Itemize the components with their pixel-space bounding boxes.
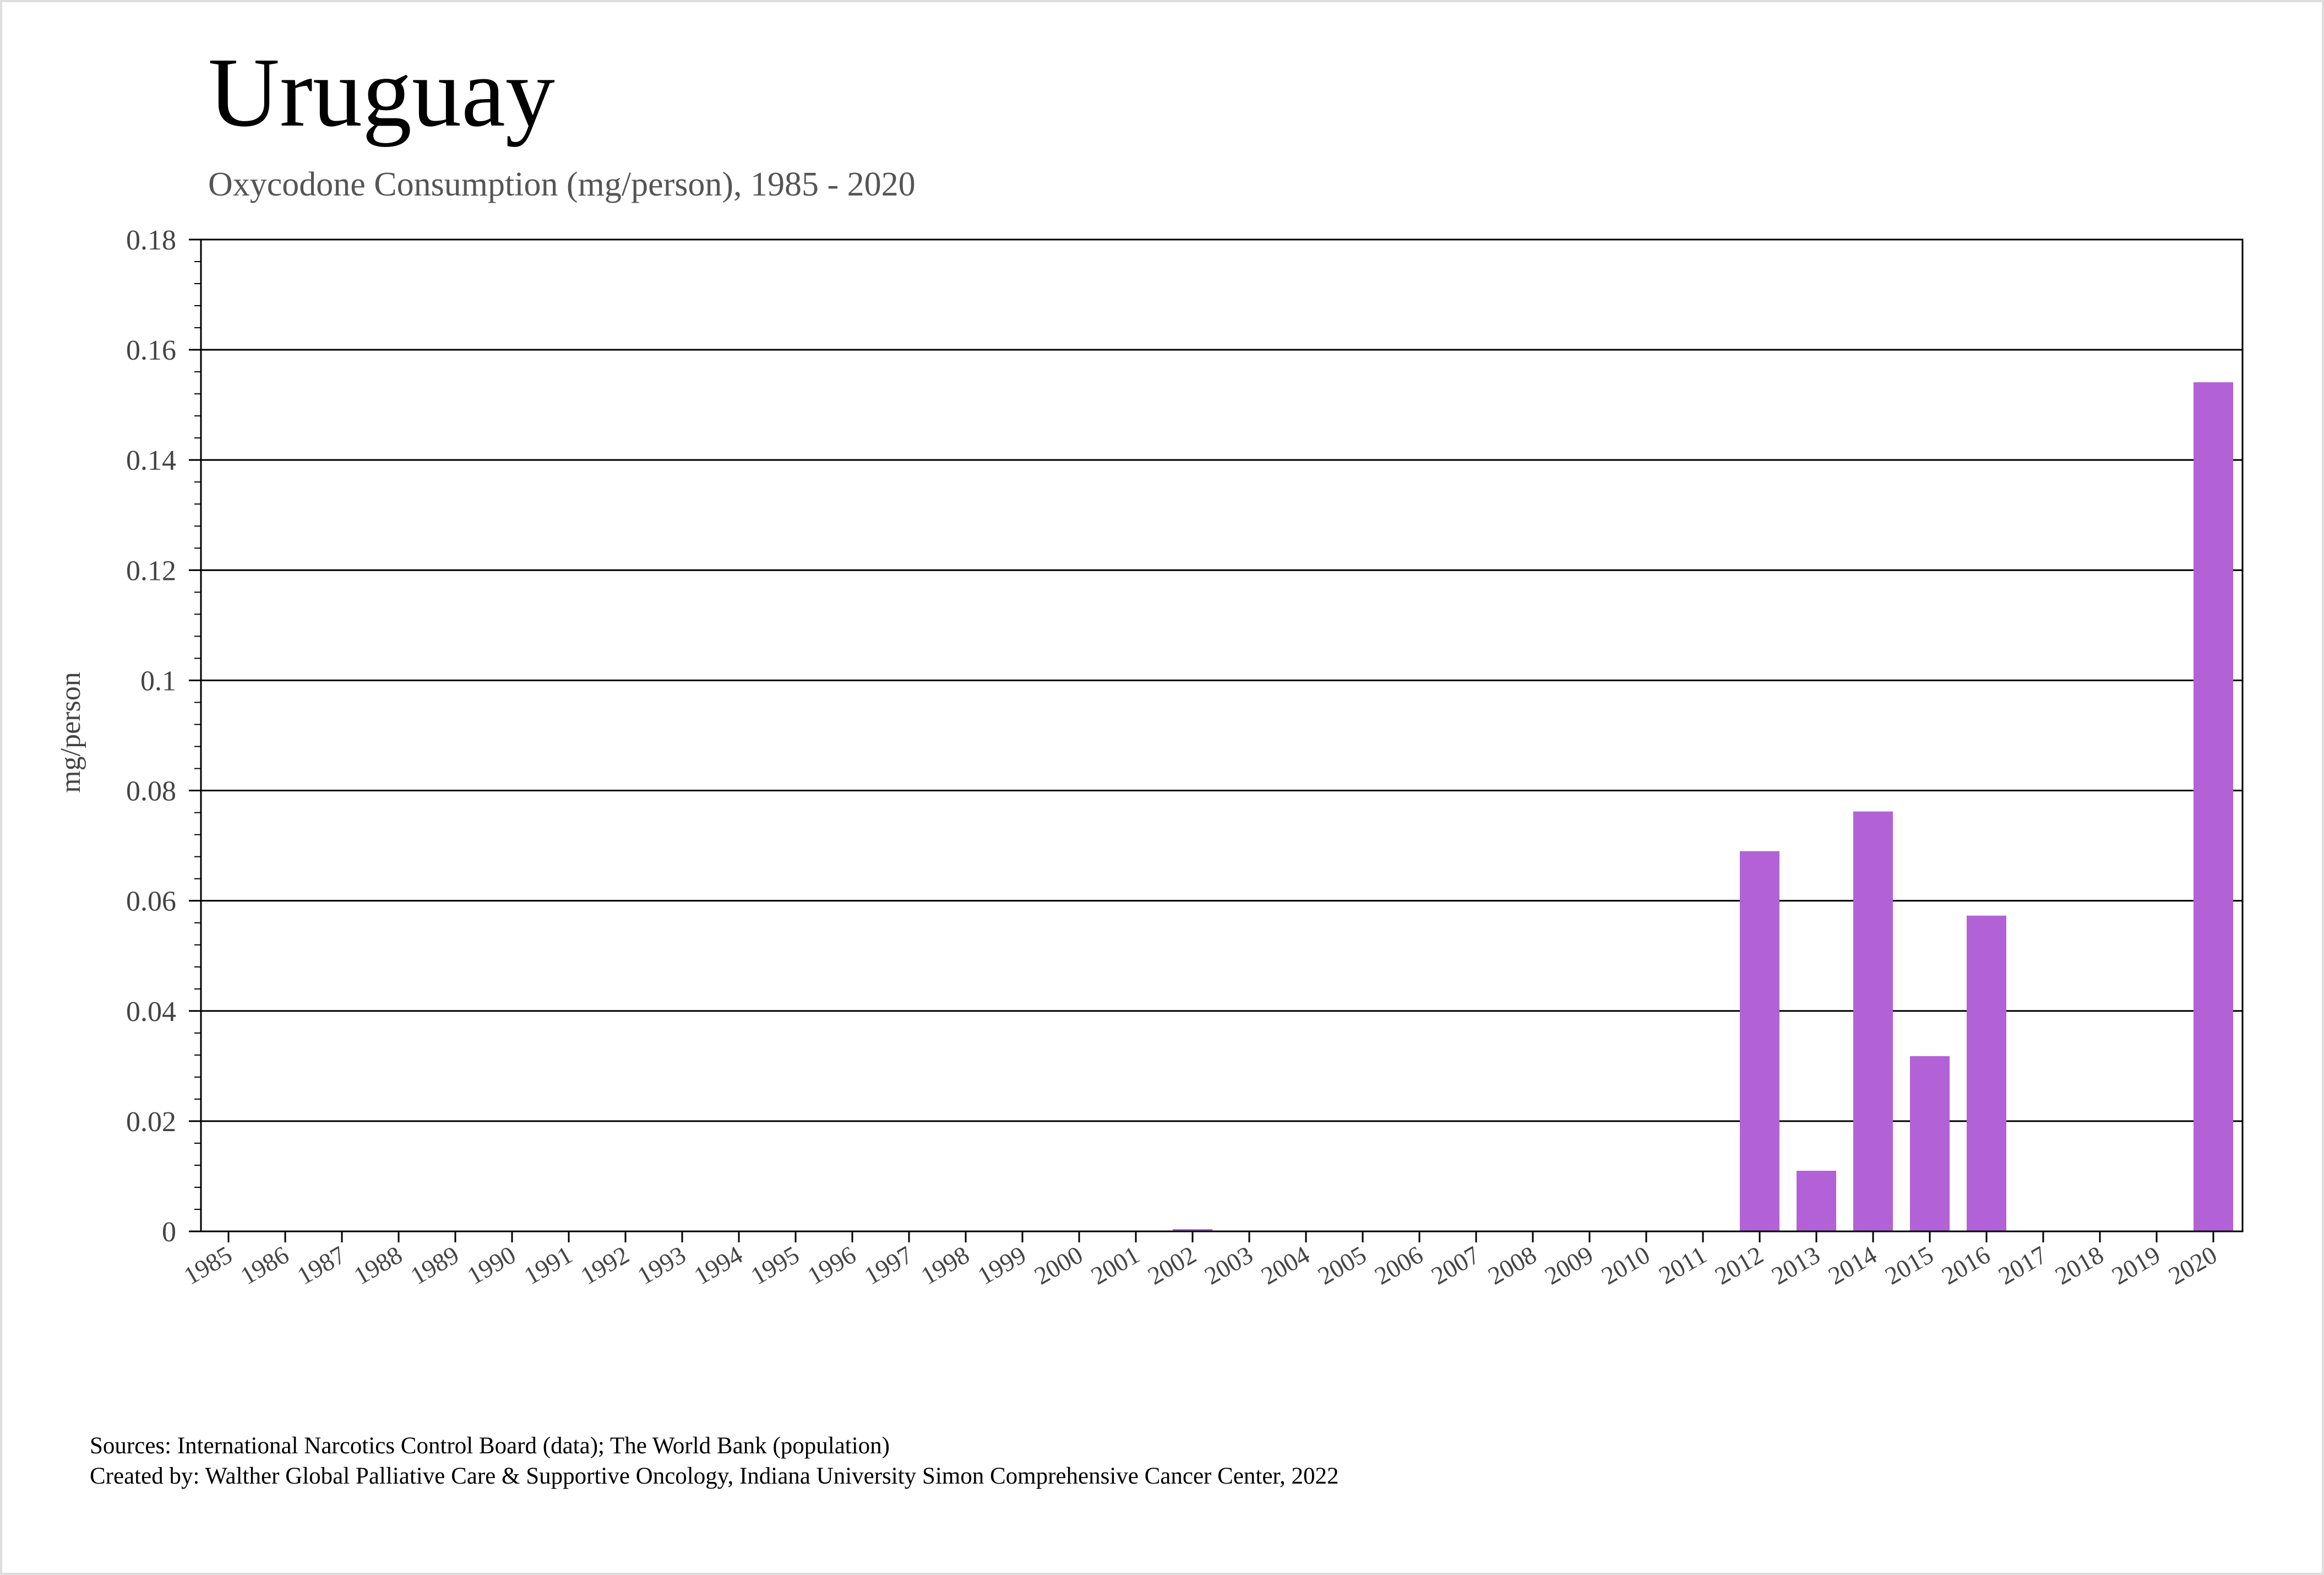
x-tick-label: 2017 — [1994, 1240, 2051, 1290]
x-tick-label: 2006 — [1370, 1240, 1428, 1290]
x-tick-label: 2000 — [1030, 1240, 1087, 1290]
y-tick-label: 0.02 — [126, 1106, 176, 1138]
x-tick-label: 2013 — [1767, 1240, 1825, 1290]
y-tick-label: 0.12 — [126, 555, 176, 586]
x-tick-label: 2008 — [1483, 1240, 1541, 1290]
y-tick-label: 0.1 — [140, 665, 176, 697]
x-tick-label: 1987 — [292, 1240, 350, 1290]
x-tick-label: 1998 — [916, 1240, 974, 1290]
footer: Sources: International Narcotics Control… — [90, 1431, 1339, 1491]
x-tick-label: 2011 — [1654, 1240, 1711, 1289]
y-tick-label: 0.16 — [126, 335, 176, 366]
x-tick-label: 2004 — [1256, 1240, 1314, 1290]
y-axis-label: mg/person — [55, 672, 86, 793]
chart-title: Uruguay — [208, 37, 555, 147]
x-tick-label: 1991 — [519, 1240, 577, 1290]
y-tick-label: 0.04 — [126, 996, 176, 1028]
x-tick-label: 1986 — [236, 1240, 293, 1290]
x-tick-label: 2010 — [1597, 1240, 1654, 1290]
x-tick-label: 1988 — [349, 1240, 407, 1290]
x-tick-label: 2001 — [1086, 1240, 1144, 1290]
x-tick-label: 2019 — [2107, 1240, 2165, 1290]
x-tick-label: 1989 — [406, 1240, 464, 1290]
x-tick-label: 1990 — [462, 1240, 520, 1290]
y-tick-labels: 0 0.02 0.04 0.06 0.08 0.1 0.12 0.14 0.16 0.18 — [126, 225, 176, 1248]
y-tick-label: 0.06 — [126, 886, 176, 917]
bar-2002 — [1173, 1229, 1212, 1231]
x-tick-label: 1999 — [973, 1240, 1031, 1290]
bar-2014 — [1853, 811, 1893, 1231]
created-by-note: Created by: Walther Global Palliative Ca… — [90, 1463, 1339, 1490]
x-tick-label: 2005 — [1313, 1240, 1371, 1290]
sources-note: Sources: International Narcotics Control… — [90, 1433, 890, 1459]
x-tick-label: 1996 — [803, 1240, 861, 1290]
bar-2016 — [1967, 915, 2006, 1231]
x-tick-label: 2018 — [2050, 1240, 2108, 1290]
x-tick-label: 1995 — [746, 1240, 804, 1290]
y-tick-label: 0.08 — [126, 776, 176, 807]
x-tick-label: 1992 — [576, 1240, 634, 1290]
x-tick-label: 1993 — [633, 1240, 690, 1290]
grid-lines — [201, 238, 2243, 1122]
x-tick-label: 2009 — [1540, 1240, 1598, 1290]
x-tick-label: 2007 — [1427, 1240, 1484, 1290]
x-tick-label: 2012 — [1710, 1240, 1768, 1290]
y-tick-label: 0.14 — [126, 445, 176, 476]
x-tick-label: 2003 — [1200, 1240, 1258, 1290]
x-tick-label: 2014 — [1824, 1240, 1881, 1290]
x-tick-labels: 1985198619871988198919901991199219931994… — [179, 1240, 2222, 1290]
bar-2020 — [2194, 382, 2233, 1232]
x-tick-label: 2016 — [1937, 1240, 1995, 1290]
x-tick-label: 1994 — [689, 1240, 747, 1290]
y-tick-label: 0.18 — [126, 225, 176, 256]
x-tick-label: 2002 — [1143, 1240, 1201, 1290]
x-tick-label: 2015 — [1880, 1240, 1938, 1290]
y-tick-label: 0 — [162, 1216, 176, 1248]
chart-subtitle: Oxycodone Consumption (mg/person), 1985 … — [208, 166, 916, 203]
axes — [189, 238, 2244, 1242]
bars — [1173, 382, 2233, 1232]
bar-2012 — [1740, 851, 1779, 1231]
x-tick-label: 1997 — [859, 1240, 917, 1290]
x-tick-label: 1985 — [179, 1240, 237, 1290]
bar-2015 — [1910, 1056, 1950, 1231]
plot-border — [200, 238, 2244, 1232]
bar-2013 — [1797, 1170, 1836, 1231]
x-tick-label: 2020 — [2164, 1240, 2222, 1290]
